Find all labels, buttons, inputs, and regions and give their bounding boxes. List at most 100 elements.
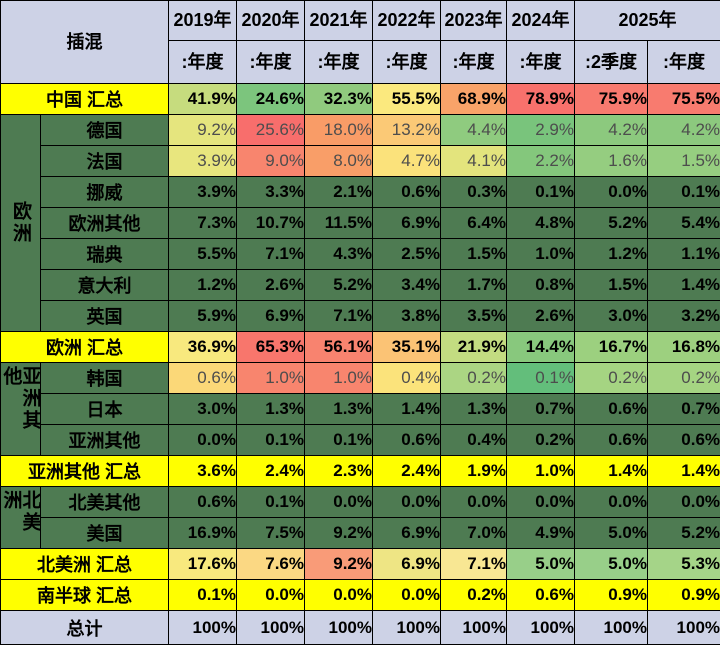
- data-cell[interactable]: 5.9%: [168, 300, 237, 332]
- data-cell[interactable]: 7.5%: [236, 517, 305, 549]
- data-cell[interactable]: 5.0%: [574, 517, 648, 549]
- period-header[interactable]: :年度: [236, 40, 305, 84]
- data-cell[interactable]: 2.9%: [506, 114, 575, 146]
- data-cell[interactable]: 0.6%: [372, 424, 441, 456]
- data-cell[interactable]: 0.0%: [646, 486, 720, 518]
- data-cell[interactable]: 100%: [168, 610, 237, 645]
- data-cell[interactable]: 6.9%: [236, 300, 305, 332]
- year-header[interactable]: 2024年: [506, 0, 575, 41]
- data-cell[interactable]: 6.4%: [440, 207, 507, 239]
- data-cell[interactable]: 1.4%: [646, 269, 720, 301]
- data-cell[interactable]: 0.0%: [304, 579, 373, 611]
- group-label[interactable]: 北美洲: [0, 486, 41, 549]
- year-header[interactable]: 2023年: [440, 0, 507, 41]
- data-cell[interactable]: 0.0%: [304, 486, 373, 518]
- data-cell[interactable]: 0.0%: [168, 424, 237, 456]
- data-cell[interactable]: 0.1%: [506, 362, 575, 394]
- data-cell[interactable]: 16.9%: [168, 517, 237, 549]
- row-label[interactable]: 亚洲其他: [40, 424, 169, 456]
- year-header[interactable]: 2021年: [304, 0, 373, 41]
- data-cell[interactable]: 7.0%: [440, 517, 507, 549]
- row-label[interactable]: 日本: [40, 393, 169, 425]
- data-cell[interactable]: 0.2%: [506, 424, 575, 456]
- data-cell[interactable]: 9.0%: [236, 145, 305, 177]
- data-cell[interactable]: 0.6%: [574, 393, 648, 425]
- row-label[interactable]: 北美洲 汇总: [0, 548, 169, 580]
- data-cell[interactable]: 4.4%: [440, 114, 507, 146]
- row-label[interactable]: 英国: [40, 300, 169, 332]
- data-cell[interactable]: 1.5%: [440, 238, 507, 270]
- row-label[interactable]: 挪威: [40, 176, 169, 208]
- data-cell[interactable]: 0.6%: [506, 579, 575, 611]
- corner-cell[interactable]: 插混: [0, 0, 169, 84]
- period-header[interactable]: :年度: [506, 40, 575, 84]
- data-cell[interactable]: 0.9%: [646, 579, 720, 611]
- data-cell[interactable]: 0.6%: [646, 424, 720, 456]
- data-cell[interactable]: 4.7%: [372, 145, 441, 177]
- year-header[interactable]: 2019年: [168, 0, 237, 41]
- data-cell[interactable]: 56.1%: [304, 331, 373, 363]
- data-cell[interactable]: 65.3%: [236, 331, 305, 363]
- data-cell[interactable]: 21.9%: [440, 331, 507, 363]
- data-cell[interactable]: 1.3%: [440, 393, 507, 425]
- data-cell[interactable]: 100%: [506, 610, 575, 645]
- row-label[interactable]: 德国: [40, 114, 169, 146]
- data-cell[interactable]: 0.7%: [646, 393, 720, 425]
- data-cell[interactable]: 5.2%: [646, 517, 720, 549]
- data-cell[interactable]: 55.5%: [372, 83, 441, 115]
- data-cell[interactable]: 0.6%: [574, 424, 648, 456]
- period-header[interactable]: :年度: [372, 40, 441, 84]
- data-cell[interactable]: 0.2%: [574, 362, 648, 394]
- data-cell[interactable]: 9.2%: [304, 517, 373, 549]
- data-cell[interactable]: 0.1%: [506, 176, 575, 208]
- data-cell[interactable]: 8.0%: [304, 145, 373, 177]
- data-cell[interactable]: 6.9%: [372, 207, 441, 239]
- data-cell[interactable]: 3.2%: [646, 300, 720, 332]
- row-label[interactable]: 中国 汇总: [0, 83, 169, 115]
- row-label[interactable]: 亚洲其他 汇总: [0, 455, 169, 487]
- data-cell[interactable]: 1.5%: [646, 145, 720, 177]
- data-cell[interactable]: 5.3%: [646, 548, 720, 580]
- data-cell[interactable]: 0.0%: [506, 486, 575, 518]
- data-cell[interactable]: 0.2%: [646, 362, 720, 394]
- data-cell[interactable]: 17.6%: [168, 548, 237, 580]
- data-cell[interactable]: 1.1%: [646, 238, 720, 270]
- data-cell[interactable]: 5.4%: [646, 207, 720, 239]
- data-cell[interactable]: 3.0%: [574, 300, 648, 332]
- data-cell[interactable]: 100%: [304, 610, 373, 645]
- group-label[interactable]: 欧洲: [0, 114, 41, 332]
- data-cell[interactable]: 0.2%: [440, 579, 507, 611]
- data-cell[interactable]: 1.0%: [236, 362, 305, 394]
- data-cell[interactable]: 24.6%: [236, 83, 305, 115]
- data-cell[interactable]: 1.3%: [304, 393, 373, 425]
- data-cell[interactable]: 36.9%: [168, 331, 237, 363]
- data-cell[interactable]: 4.9%: [506, 517, 575, 549]
- data-cell[interactable]: 3.0%: [168, 393, 237, 425]
- data-cell[interactable]: 1.0%: [304, 362, 373, 394]
- data-cell[interactable]: 0.0%: [236, 579, 305, 611]
- row-label[interactable]: 欧洲其他: [40, 207, 169, 239]
- data-cell[interactable]: 4.3%: [304, 238, 373, 270]
- data-cell[interactable]: 7.3%: [168, 207, 237, 239]
- data-cell[interactable]: 4.2%: [574, 114, 648, 146]
- data-cell[interactable]: 2.5%: [372, 238, 441, 270]
- data-cell[interactable]: 0.1%: [646, 176, 720, 208]
- data-cell[interactable]: 0.1%: [236, 424, 305, 456]
- period-header[interactable]: :年度: [304, 40, 373, 84]
- data-cell[interactable]: 7.6%: [236, 548, 305, 580]
- period-header[interactable]: :2季度: [574, 40, 648, 84]
- year-header[interactable]: 2020年: [236, 0, 305, 41]
- data-cell[interactable]: 2.3%: [304, 455, 373, 487]
- data-cell[interactable]: 1.2%: [574, 238, 648, 270]
- data-cell[interactable]: 100%: [236, 610, 305, 645]
- data-cell[interactable]: 75.5%: [646, 83, 720, 115]
- data-cell[interactable]: 0.6%: [168, 362, 237, 394]
- data-cell[interactable]: 0.0%: [574, 486, 648, 518]
- row-label[interactable]: 韩国: [40, 362, 169, 394]
- data-cell[interactable]: 6.9%: [372, 517, 441, 549]
- data-cell[interactable]: 1.4%: [372, 393, 441, 425]
- data-cell[interactable]: 9.2%: [304, 548, 373, 580]
- data-cell[interactable]: 4.2%: [646, 114, 720, 146]
- data-cell[interactable]: 0.3%: [440, 176, 507, 208]
- data-cell[interactable]: 1.9%: [440, 455, 507, 487]
